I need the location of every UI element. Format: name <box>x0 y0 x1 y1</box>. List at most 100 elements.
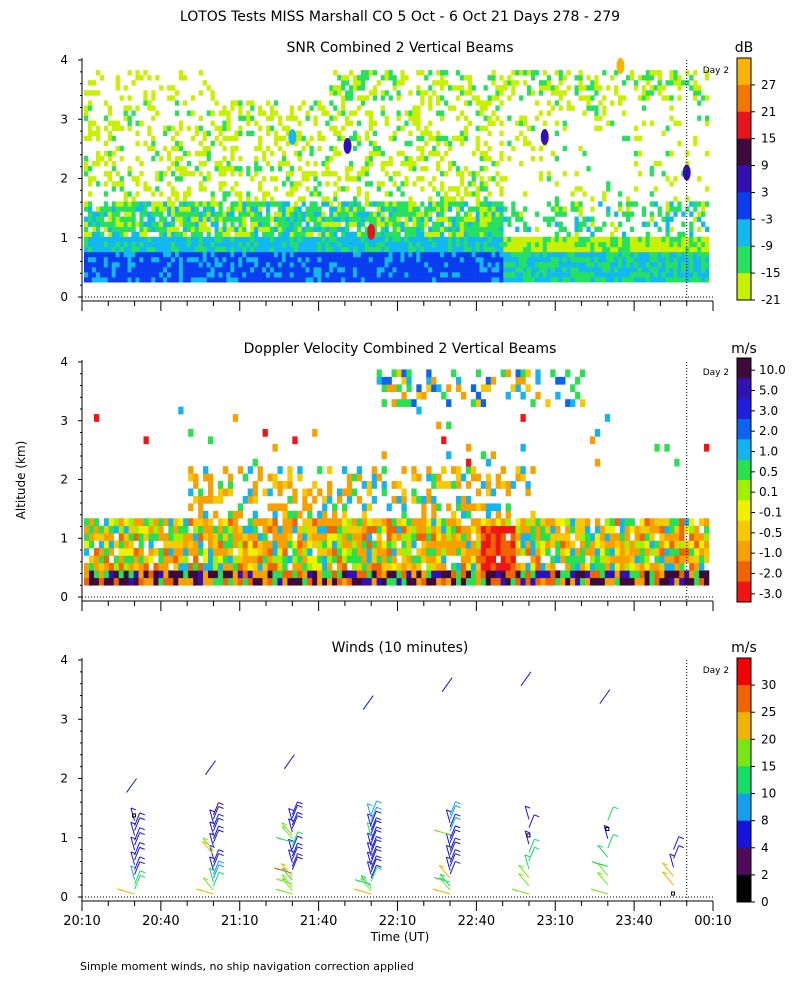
doppler-cell <box>381 540 387 549</box>
snr-cell <box>669 115 674 121</box>
snr-cell <box>499 206 504 212</box>
snr-cell <box>424 130 429 137</box>
doppler-cell <box>704 555 710 564</box>
doppler-cell <box>143 533 149 541</box>
snr-cell <box>507 241 512 248</box>
snr-cell <box>309 105 314 111</box>
snr-cell <box>107 261 112 268</box>
snr-cell <box>250 105 255 111</box>
doppler-cell <box>222 570 229 579</box>
snr-cell <box>582 150 587 157</box>
doppler-cell <box>272 533 278 541</box>
snr-cell <box>475 206 480 212</box>
snr-cell <box>618 256 623 263</box>
snr-cell <box>637 75 643 81</box>
doppler-cell <box>570 540 576 549</box>
snr-cell <box>218 272 223 278</box>
snr-cell <box>479 125 484 131</box>
snr-cell <box>87 261 93 268</box>
snr-cell <box>436 135 441 142</box>
doppler-cell <box>401 540 407 549</box>
snr-cell <box>349 272 354 278</box>
snr-cell <box>463 186 469 192</box>
snr-cell <box>325 221 330 227</box>
doppler-cell <box>530 510 536 519</box>
snr-cell <box>159 176 164 182</box>
snr-cell <box>155 236 160 243</box>
snr-cell <box>515 246 520 253</box>
snr-cell <box>534 272 540 278</box>
doppler-cell <box>322 570 328 579</box>
snr-cell <box>649 246 654 253</box>
snr-cell <box>218 125 223 131</box>
snr-cell <box>131 256 136 263</box>
snr-cell <box>258 211 263 217</box>
doppler-cell <box>580 570 586 579</box>
doppler-cell <box>396 548 402 556</box>
snr-cell <box>333 181 338 187</box>
doppler-cell <box>118 562 124 571</box>
snr-cell <box>178 176 184 182</box>
snr-cell <box>621 95 627 101</box>
snr-cell <box>507 246 512 253</box>
snr-cell <box>519 216 524 222</box>
snr-cell <box>503 241 508 248</box>
snr-cell <box>194 236 200 243</box>
doppler-cell <box>456 562 462 571</box>
snr-cell <box>637 272 643 278</box>
doppler-cell <box>188 533 194 541</box>
snr-cell <box>143 206 148 212</box>
snr-cell <box>685 261 690 268</box>
doppler-cell <box>659 570 665 579</box>
snr-cell <box>491 201 496 207</box>
snr-cell <box>455 246 461 253</box>
snr-cell <box>420 211 425 217</box>
snr-cell <box>542 241 548 248</box>
snr-cell <box>277 261 283 268</box>
snr-cell <box>372 150 378 157</box>
snr-cell <box>139 236 144 243</box>
snr-cell <box>412 251 417 258</box>
snr-cell <box>673 70 678 76</box>
doppler-cell <box>247 533 253 541</box>
snr-cell <box>238 272 243 278</box>
snr-cell <box>412 105 417 111</box>
doppler-cell <box>108 540 115 549</box>
doppler-cell <box>485 577 492 586</box>
day-marker-label: Day 2 <box>703 368 729 378</box>
doppler-cell <box>222 540 229 549</box>
snr-cell <box>155 176 160 182</box>
snr-cell <box>87 267 93 273</box>
doppler-cell <box>441 525 447 534</box>
doppler-cell <box>242 570 248 579</box>
snr-cell <box>428 267 433 273</box>
snr-cell <box>443 196 449 202</box>
snr-cell <box>356 135 362 142</box>
snr-cell <box>163 125 168 131</box>
snr-cell <box>621 135 627 142</box>
snr-cell <box>392 130 397 137</box>
doppler-cell <box>584 562 591 571</box>
doppler-cell <box>88 518 95 527</box>
snr-cell <box>269 226 275 232</box>
doppler-cell <box>580 540 586 549</box>
snr-cell <box>226 277 231 283</box>
doppler-cell <box>480 525 487 534</box>
doppler-cell <box>411 570 417 579</box>
doppler-cell <box>346 518 353 527</box>
snr-cell <box>364 211 370 217</box>
snr-cell <box>273 226 279 232</box>
snr-cell <box>242 272 247 278</box>
doppler-cell <box>272 510 278 519</box>
snr-cell <box>178 216 184 222</box>
snr-cell <box>364 75 370 81</box>
snr-cell <box>530 75 536 81</box>
snr-cell <box>123 191 128 197</box>
doppler-cell <box>371 518 377 527</box>
snr-cell <box>333 211 338 217</box>
snr-cell <box>250 231 255 238</box>
doppler-cell <box>163 570 169 579</box>
doppler-cell <box>208 525 214 534</box>
snr-cell <box>602 196 607 202</box>
